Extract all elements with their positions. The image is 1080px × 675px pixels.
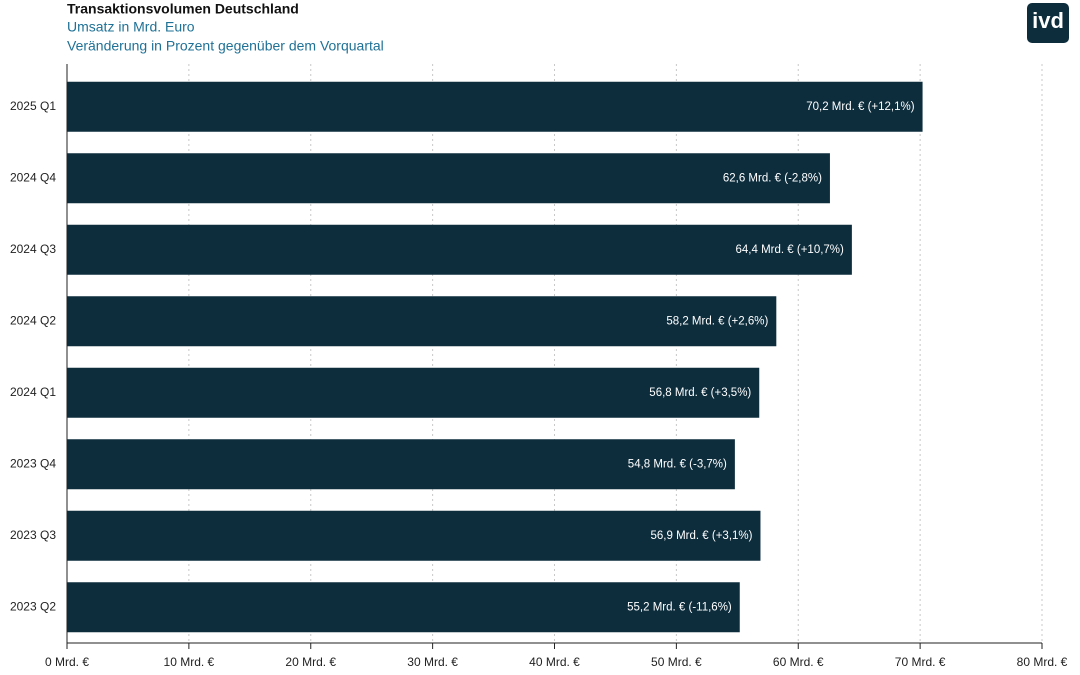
y-tick-label: 2024 Q3 (10, 242, 56, 256)
y-tick-label: 2024 Q4 (10, 170, 56, 184)
chart-title: Transaktionsvolumen Deutschland (67, 1, 299, 17)
value-label: 54,8 Mrd. € (-3,7%) (628, 458, 727, 470)
value-label: 64,4 Mrd. € (+10,7%) (736, 244, 845, 256)
bar (67, 510, 761, 561)
bar (67, 81, 923, 132)
y-tick-label: 2023 Q2 (10, 599, 56, 613)
x-tick-label: 0 Mrd. € (45, 655, 89, 669)
bar (67, 296, 777, 347)
logo-box (1027, 3, 1069, 43)
y-tick-label: 2024 Q1 (10, 385, 56, 399)
x-tick-label: 80 Mrd. € (1017, 655, 1068, 669)
y-tick-label: 2025 Q1 (10, 99, 56, 113)
x-tick-label: 20 Mrd. € (285, 655, 336, 669)
x-tick-label: 10 Mrd. € (164, 655, 215, 669)
bar (67, 439, 735, 490)
bar (67, 224, 852, 275)
x-tick-label: 50 Mrd. € (651, 655, 702, 669)
y-tick-label: 2023 Q4 (10, 456, 56, 470)
chart-subtitle: Umsatz in Mrd. Euro (67, 19, 195, 35)
value-label: 55,2 Mrd. € (-11,6%) (627, 601, 732, 613)
bar (67, 153, 830, 204)
value-label: 62,6 Mrd. € (-2,8%) (723, 172, 822, 184)
bar (67, 582, 740, 633)
value-label: 70,2 Mrd. € (+12,1%) (806, 101, 915, 113)
logo: ivd (1032, 8, 1064, 33)
value-label: 56,8 Mrd. € (+3,5%) (649, 387, 751, 399)
bar (67, 367, 760, 418)
x-tick-label: 70 Mrd. € (895, 655, 946, 669)
y-tick-label: 2023 Q3 (10, 528, 56, 542)
value-label: 58,2 Mrd. € (+2,6%) (666, 315, 768, 327)
x-tick-label: 30 Mrd. € (407, 655, 458, 669)
x-tick-label: 60 Mrd. € (773, 655, 824, 669)
value-label: 56,9 Mrd. € (+3,1%) (651, 530, 753, 542)
x-tick-label: 40 Mrd. € (529, 655, 580, 669)
y-tick-label: 2024 Q2 (10, 313, 56, 327)
chart-subtitle: Veränderung in Prozent gegenüber dem Vor… (67, 38, 384, 54)
